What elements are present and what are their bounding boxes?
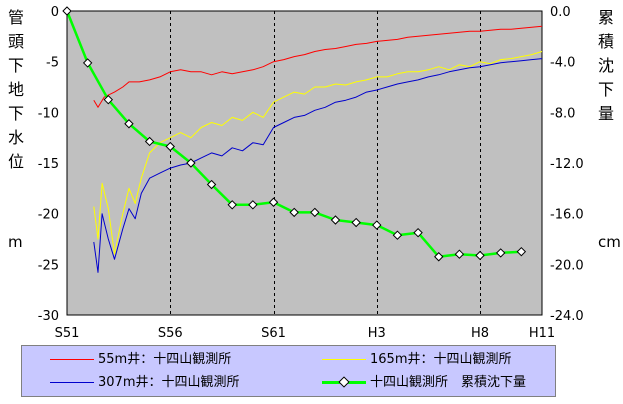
axis-title-char: 管 [7, 8, 24, 27]
series-line-1 [93, 51, 543, 255]
x-tick-label: S51 [55, 326, 80, 341]
legend-swatch-blue [50, 382, 94, 383]
series-marker [475, 250, 485, 261]
series-marker [186, 158, 196, 168]
x-tick-label: H3 [368, 326, 386, 341]
y-left-tick-label: -25 [38, 258, 59, 273]
series-marker [310, 207, 320, 218]
series-marker [351, 217, 361, 228]
axis-title-char: 下 [7, 56, 24, 75]
series-marker [454, 249, 465, 259]
legend-diamond-icon [338, 376, 350, 388]
legend-swatch-green [322, 376, 366, 388]
series-marker [248, 200, 258, 210]
legend-item-165m: 165m井：十四山観測所 [322, 350, 511, 370]
y-right-axis-title: 累積沈下量 [596, 6, 616, 126]
series-marker [516, 246, 527, 257]
axis-title-char: 頭 [7, 32, 24, 51]
y-right-tick-label: -24.0 [550, 309, 584, 324]
y-left-unit: m [8, 233, 23, 251]
axis-title-char: 地 [7, 80, 24, 99]
legend-item-cumulative: 十四山観測所 累積沈下量 [322, 373, 526, 393]
legend-label: 307m井：十四山観測所 [98, 375, 240, 390]
series-marker [62, 6, 72, 16]
legend-label: 55m井：十四山観測所 [98, 352, 232, 367]
axis-title-char: 位 [7, 152, 24, 171]
axis-title-char: 累 [597, 8, 614, 27]
series-marker [289, 207, 299, 218]
legend: 55m井：十四山観測所 165m井：十四山観測所 307m井：十四山観測所 十四… [21, 345, 556, 397]
legend-swatch-yellow [322, 359, 366, 360]
axis-title-char: 積 [597, 32, 614, 51]
series-marker [330, 215, 341, 225]
series-marker [372, 220, 382, 230]
y-right-tick-label: -20.0 [550, 258, 584, 273]
series-marker [82, 58, 93, 68]
series-line-2 [93, 58, 543, 273]
series-marker [392, 230, 403, 240]
series-marker [103, 94, 114, 105]
series-marker [495, 248, 506, 258]
y-right-tick-label: 0.0 [550, 5, 571, 20]
series-marker [124, 119, 134, 129]
plot-area [66, 10, 543, 316]
y-right-tick-label: -4.0 [550, 56, 575, 71]
tick-labels: S51 S56 S61 H3 H8 H11 0 -5 -10 -15 -20 -25 -30 0.0 -4.… [38, 5, 584, 341]
series-marker [413, 227, 423, 238]
y-right-tick-label: -8.0 [550, 106, 575, 121]
y-left-tick-label: -20 [38, 208, 59, 223]
series-marker [144, 136, 155, 147]
x-tick-label: S61 [261, 326, 286, 341]
y-left-tick-label: -30 [38, 309, 59, 324]
legend-label: 十四山観測所 累積沈下量 [370, 375, 527, 390]
axis-title-char: 水 [7, 128, 24, 147]
y-left-tick-label: -5 [46, 56, 59, 71]
series-marker [227, 200, 237, 210]
series-marker [165, 141, 175, 152]
legend-item-55m: 55m井：十四山観測所 [50, 350, 231, 370]
legend-label: 165m井：十四山観測所 [370, 352, 512, 367]
y-left-tick-label: 0 [51, 5, 59, 20]
x-tick-label: H8 [471, 326, 489, 341]
y-right-unit: cm [598, 233, 621, 251]
axis-title-char: 沈 [597, 56, 614, 75]
y-right-tick-label: -12.0 [550, 157, 584, 172]
legend-swatch-red [50, 359, 94, 360]
y-right-tick-label: -16.0 [550, 208, 584, 223]
legend-item-307m: 307m井：十四山観測所 [50, 373, 239, 393]
series-marker [268, 197, 279, 207]
series-line-0 [93, 25, 543, 108]
y-left-axis-title: 管頭下地下水位 [6, 6, 26, 174]
x-tick-label: S56 [158, 326, 183, 341]
series-marker [434, 252, 444, 262]
y-left-tick-label: -10 [38, 106, 59, 121]
marker-group [62, 6, 527, 262]
axis-title-char: 量 [597, 104, 614, 123]
y-left-tick-label: -15 [38, 157, 59, 172]
axis-title-char: 下 [597, 80, 614, 99]
series-marker [206, 179, 217, 190]
x-tick-label: H11 [529, 326, 555, 341]
axis-title-char: 下 [7, 104, 24, 123]
